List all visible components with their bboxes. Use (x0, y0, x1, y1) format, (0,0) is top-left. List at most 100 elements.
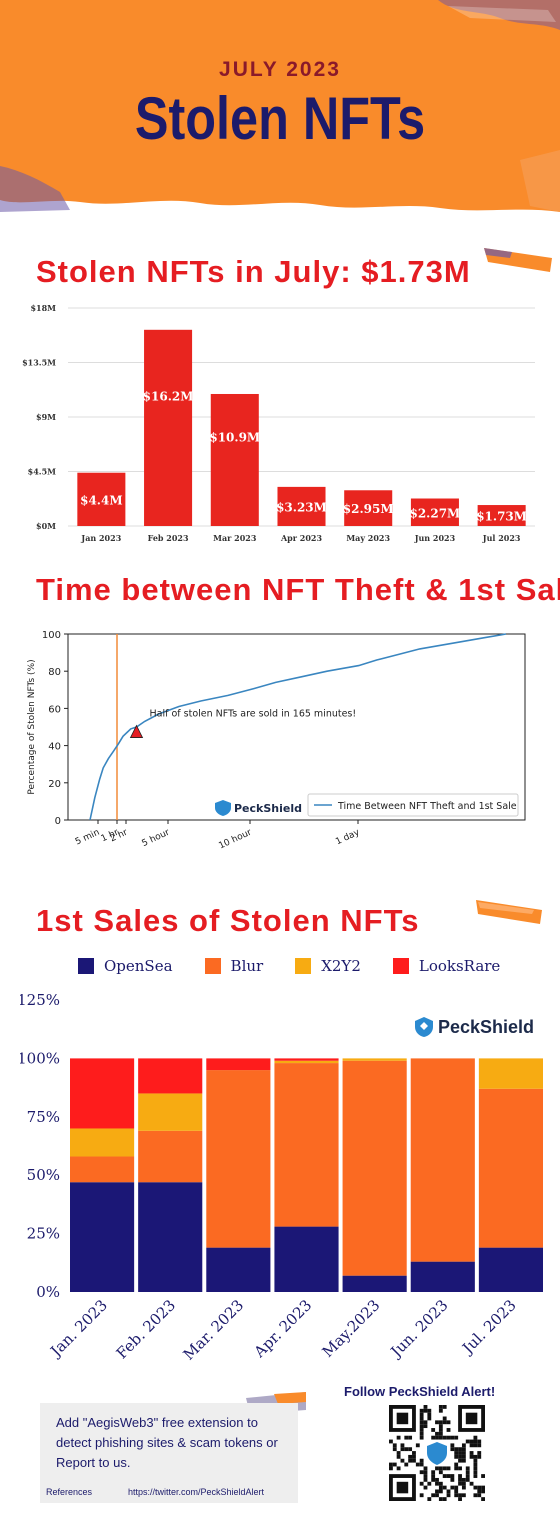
legend-label: Blur (230, 957, 264, 975)
stacked-bar-segment (70, 1156, 135, 1183)
stacked-bar-segment (206, 1070, 271, 1248)
qr-module (454, 1493, 459, 1498)
bar (344, 490, 393, 526)
x-tick-label: Jun 2023 (414, 533, 456, 543)
qr-module (419, 1412, 424, 1417)
qr-module (435, 1420, 439, 1425)
x-tick-label: Jan 2023 (80, 533, 121, 543)
qr-module (408, 1458, 413, 1463)
qr-module (465, 1439, 470, 1444)
median-marker (129, 724, 144, 738)
qr-module (446, 1435, 451, 1440)
qr-module (446, 1489, 451, 1494)
qr-module (446, 1493, 451, 1498)
qr-module (461, 1451, 466, 1455)
qr-module (450, 1477, 455, 1482)
qr-module (465, 1470, 470, 1475)
qr-module (461, 1477, 466, 1482)
qr-module (389, 1462, 393, 1467)
x-tick-label: Apr. 2023 (250, 1296, 316, 1362)
qr-module (473, 1443, 478, 1448)
qr-module (427, 1408, 432, 1413)
stacked-bar-segment (342, 1060, 407, 1276)
y-tick-label: 40 (48, 742, 61, 753)
qr-module (438, 1497, 443, 1501)
bar (477, 505, 526, 526)
x-tick-label: 1 day (334, 827, 362, 847)
qr-module (458, 1477, 462, 1482)
qr-module (438, 1424, 443, 1429)
header-banner: JULY 2023 Stolen NFTs (0, 0, 560, 225)
qr-module (408, 1447, 413, 1452)
footer-promo-text: Add "AegisWeb3" free extension to detect… (56, 1415, 278, 1470)
qr-module (473, 1458, 478, 1463)
peckshield-watermark-text: PeckShield (234, 802, 302, 815)
stacked-bar-segment (478, 1088, 543, 1248)
qr-module (431, 1435, 436, 1440)
y-tick-label: 0 (55, 816, 61, 827)
qr-module (477, 1454, 482, 1459)
qr-code[interactable] (389, 1405, 485, 1501)
x-tick-label: May.2023 (319, 1296, 384, 1361)
x-tick-label: 5 hour (141, 828, 172, 850)
qr-module (419, 1416, 424, 1421)
qr-module (396, 1435, 401, 1440)
x-tick-label: Jul. 2023 (457, 1296, 519, 1358)
qr-module (435, 1481, 439, 1486)
y-axis-label: Percentage of Stolen NFTs (%) (27, 659, 37, 794)
qr-module (461, 1493, 466, 1498)
qr-finder-core (465, 1412, 478, 1425)
qr-module (389, 1439, 393, 1444)
qr-module (465, 1466, 470, 1471)
qr-module (438, 1420, 443, 1425)
follow-peckshield-text: Follow PeckShield Alert! (344, 1384, 496, 1399)
bar-data-label: $1.73M (476, 510, 527, 524)
references-label: References (46, 1487, 93, 1497)
brush-stroke-decoration-2 (476, 900, 542, 924)
qr-module (423, 1485, 428, 1490)
qr-module (454, 1454, 459, 1459)
header-subtitle: JULY 2023 (219, 58, 341, 81)
qr-module (404, 1435, 409, 1440)
header-background (0, 0, 560, 212)
qr-module (458, 1458, 462, 1463)
qr-module (458, 1497, 462, 1501)
legend-swatch (204, 958, 221, 974)
legend-item: Blur (204, 957, 264, 975)
qr-module (450, 1443, 455, 1448)
qr-module (427, 1481, 432, 1486)
qr-module (419, 1435, 424, 1440)
qr-module (473, 1462, 478, 1467)
stacked-bar-segment (342, 1275, 407, 1292)
qr-module (396, 1454, 401, 1459)
y-tick-label: 25% (27, 1225, 60, 1243)
stacked-bar-segment (410, 1058, 475, 1262)
references-link[interactable]: https://twitter.com/PeckShieldAlert (128, 1487, 265, 1497)
peckshield-logo: PeckShield (413, 1016, 534, 1038)
legend-swatch (78, 958, 94, 974)
qr-module (465, 1474, 470, 1478)
legend-label: Time Between NFT Theft and 1st Sale (337, 801, 517, 812)
qr-module (473, 1470, 478, 1475)
qr-module (412, 1454, 416, 1459)
bar-data-label: $2.27M (409, 506, 460, 520)
x-tick-label: Jan. 2023 (46, 1296, 111, 1361)
stacked-bar-segment (274, 1226, 339, 1292)
qr-module (419, 1428, 424, 1432)
qr-module (408, 1435, 413, 1440)
qr-module (481, 1485, 485, 1490)
qr-module (423, 1420, 428, 1425)
stacked-bar-segment (70, 1182, 135, 1292)
qr-module (461, 1454, 466, 1459)
qr-module (450, 1435, 455, 1440)
shield-logo-icon (215, 800, 231, 816)
legend-swatch (295, 958, 312, 974)
section-title-time-to-sale: Time between NFT Theft & 1st Sale (36, 572, 560, 607)
qr-module (392, 1447, 397, 1452)
qr-module (419, 1493, 424, 1498)
qr-module (400, 1443, 405, 1448)
stacked-bar-segment (274, 1063, 339, 1227)
peckshield-watermark: PeckShield (215, 800, 302, 816)
qr-module (442, 1405, 447, 1409)
qr-module (454, 1435, 459, 1440)
